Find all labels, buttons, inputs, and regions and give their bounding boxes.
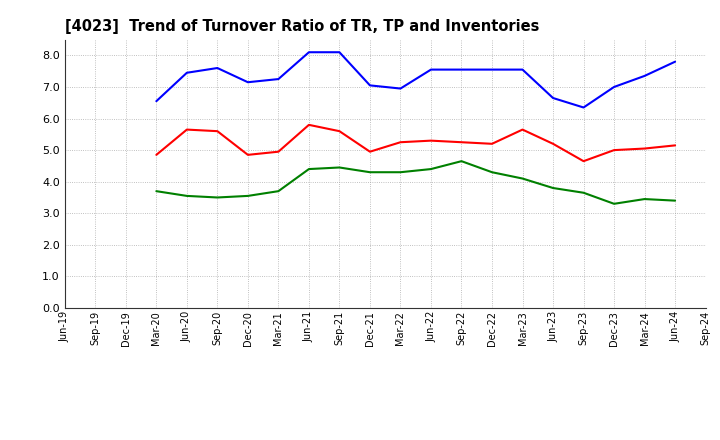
Line: Trade Receivables: Trade Receivables: [156, 125, 675, 161]
Inventories: [183, 193, 192, 198]
Trade Receivables: [305, 122, 313, 128]
Trade Payables: [640, 73, 649, 79]
Trade Payables: [549, 95, 557, 101]
Trade Receivables: [518, 127, 527, 132]
Trade Receivables: [274, 149, 283, 154]
Trade Payables: [671, 59, 680, 64]
Trade Payables: [366, 83, 374, 88]
Trade Receivables: [579, 158, 588, 164]
Trade Payables: [396, 86, 405, 91]
Trade Payables: [243, 80, 252, 85]
Trade Receivables: [549, 141, 557, 147]
Trade Payables: [335, 50, 343, 55]
Trade Receivables: [396, 139, 405, 145]
Inventories: [427, 166, 436, 172]
Trade Receivables: [671, 143, 680, 148]
Inventories: [518, 176, 527, 181]
Inventories: [243, 193, 252, 198]
Trade Payables: [427, 67, 436, 72]
Trade Payables: [487, 67, 496, 72]
Inventories: [274, 188, 283, 194]
Inventories: [335, 165, 343, 170]
Inventories: [213, 195, 222, 200]
Inventories: [640, 196, 649, 202]
Trade Payables: [305, 50, 313, 55]
Trade Receivables: [152, 152, 161, 158]
Inventories: [671, 198, 680, 203]
Inventories: [549, 185, 557, 191]
Inventories: [305, 166, 313, 172]
Inventories: [366, 169, 374, 175]
Trade Payables: [610, 84, 618, 90]
Line: Inventories: Inventories: [156, 161, 675, 204]
Trade Payables: [457, 67, 466, 72]
Trade Receivables: [243, 152, 252, 158]
Line: Trade Payables: Trade Payables: [156, 52, 675, 107]
Trade Payables: [183, 70, 192, 75]
Text: [4023]  Trend of Turnover Ratio of TR, TP and Inventories: [4023] Trend of Turnover Ratio of TR, TP…: [65, 19, 539, 34]
Inventories: [152, 188, 161, 194]
Inventories: [579, 190, 588, 195]
Inventories: [610, 201, 618, 206]
Trade Payables: [579, 105, 588, 110]
Trade Receivables: [487, 141, 496, 147]
Trade Receivables: [183, 127, 192, 132]
Trade Receivables: [457, 139, 466, 145]
Trade Receivables: [213, 128, 222, 134]
Inventories: [487, 169, 496, 175]
Trade Payables: [213, 66, 222, 71]
Trade Receivables: [366, 149, 374, 154]
Inventories: [457, 158, 466, 164]
Trade Payables: [152, 99, 161, 104]
Trade Receivables: [640, 146, 649, 151]
Inventories: [396, 169, 405, 175]
Trade Receivables: [610, 147, 618, 153]
Trade Payables: [274, 77, 283, 82]
Trade Receivables: [335, 128, 343, 134]
Trade Receivables: [427, 138, 436, 143]
Trade Payables: [518, 67, 527, 72]
